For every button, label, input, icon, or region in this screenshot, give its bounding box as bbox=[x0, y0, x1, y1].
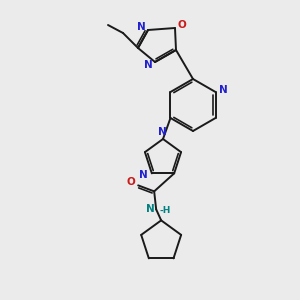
Text: N: N bbox=[146, 204, 154, 214]
Text: N: N bbox=[158, 127, 166, 137]
Text: N: N bbox=[140, 170, 148, 180]
Text: N: N bbox=[144, 60, 152, 70]
Text: N: N bbox=[136, 22, 146, 32]
Text: N: N bbox=[219, 85, 228, 95]
Text: O: O bbox=[178, 20, 186, 30]
Text: O: O bbox=[127, 177, 136, 188]
Text: -H: -H bbox=[159, 206, 170, 215]
